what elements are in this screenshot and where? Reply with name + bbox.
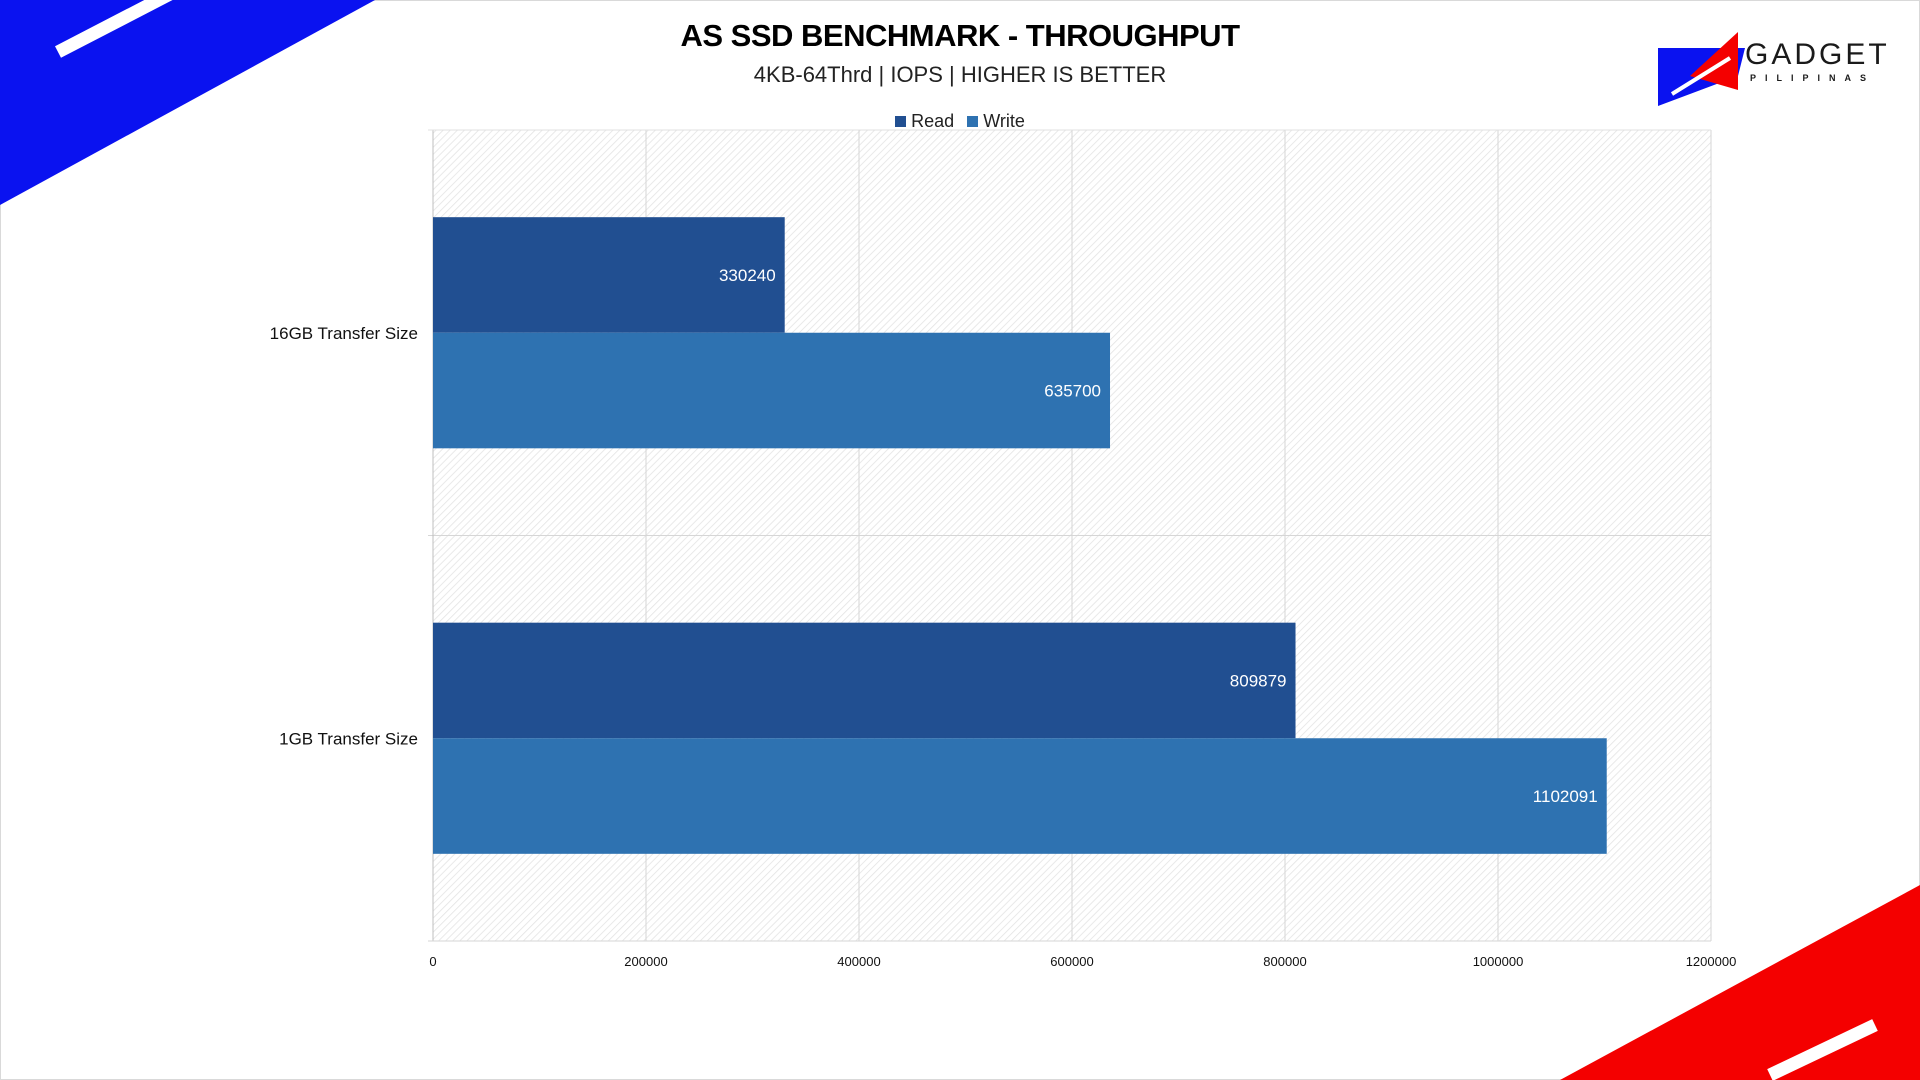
x-tick-label: 1000000	[1473, 954, 1524, 969]
chart-legend: Read Write	[0, 111, 1920, 132]
data-label: 330240	[719, 266, 776, 285]
x-tick-label: 600000	[1050, 954, 1093, 969]
y-category-label: 16GB Transfer Size	[270, 324, 418, 343]
bar-write	[433, 738, 1607, 854]
top-left-blue-corner	[0, 0, 375, 205]
x-tick-label: 1200000	[1686, 954, 1737, 969]
y-category-label: 1GB Transfer Size	[279, 729, 418, 748]
x-tick-label: 200000	[624, 954, 667, 969]
bottom-right-red-corner	[1560, 885, 1920, 1080]
legend-swatch-read	[895, 116, 907, 127]
data-label: 809879	[1230, 671, 1287, 690]
chart-title: AS SSD BENCHMARK - THROUGHPUT	[680, 18, 1241, 53]
x-tick-label: 800000	[1263, 954, 1306, 969]
blue-corner-shape	[0, 0, 375, 205]
bar-read	[433, 622, 1296, 739]
red-corner-shape	[1560, 885, 1920, 1080]
legend-swatch-write	[967, 116, 979, 127]
data-labels: 330240 635700 809879 1102091	[719, 266, 1598, 806]
logo-text: GADGET	[1745, 38, 1890, 71]
bars	[433, 217, 1607, 854]
logo-stripe	[1670, 56, 1732, 96]
data-label: 635700	[1044, 382, 1101, 401]
red-corner-stripe	[1767, 1019, 1878, 1080]
logo-subtext: PILIPINAS	[1750, 73, 1876, 83]
bar-read	[433, 217, 785, 333]
bar-write	[433, 332, 1111, 449]
legend-item-write: Write	[967, 111, 1025, 132]
blue-corner-stripe	[55, 0, 173, 58]
legend-item-read: Read	[895, 111, 954, 132]
legend-label-write: Write	[983, 111, 1025, 131]
x-tick-label: 400000	[837, 954, 880, 969]
x-tick-label: 0	[429, 954, 436, 969]
legend-label-read: Read	[911, 111, 955, 131]
gadget-pilipinas-logo-icon	[1658, 32, 1745, 106]
y-axis: 16GB Transfer Size 1GB Transfer Size	[270, 324, 418, 749]
chart-subtitle: 4KB-64Thrd | IOPS | HIGHER IS BETTER	[753, 62, 1167, 87]
x-axis: 0 200000 400000 600000 800000 1000000 1200000	[429, 954, 1736, 969]
data-label: 1102091	[1533, 787, 1598, 806]
